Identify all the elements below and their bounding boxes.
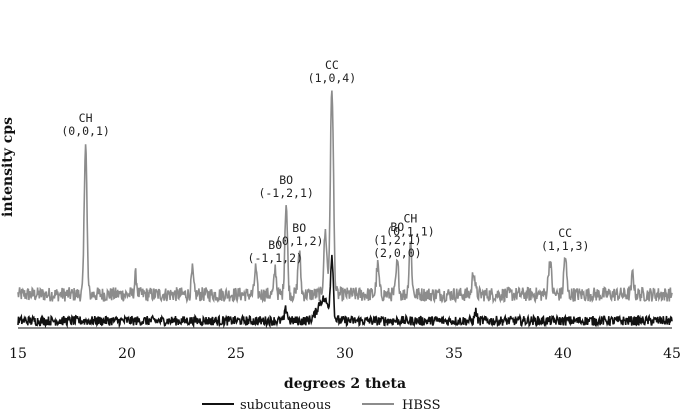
peak-label-line: (1,1,3) bbox=[541, 239, 589, 253]
peak-label-line: (1,0,4) bbox=[308, 71, 356, 85]
peak-label-line: (0,1,1) bbox=[386, 225, 434, 239]
legend: subcutaneous HBSS bbox=[202, 398, 440, 412]
peak-label-line: CH bbox=[79, 111, 93, 125]
peak-label-line: (2,0,0) bbox=[373, 246, 421, 260]
legend-label-hbss: HBSS bbox=[402, 398, 440, 412]
peak-annotation: BO(-1,1,2) bbox=[248, 238, 303, 265]
peak-annotation: CH(0,1,1) bbox=[386, 212, 434, 239]
peak-label-line: (-1,2,1) bbox=[258, 186, 313, 200]
x-tick-label: 30 bbox=[336, 346, 354, 362]
peak-annotations: CH(0,0,1)CC(1,0,4)BO(-1,2,1)BO(0,1,2)BO(… bbox=[61, 58, 589, 265]
x-tick-label: 40 bbox=[554, 346, 572, 362]
x-tick-label: 15 bbox=[9, 346, 27, 362]
peak-annotation: CC(1,1,3) bbox=[541, 226, 589, 253]
series-line-subcutaneous bbox=[17, 254, 673, 329]
peak-label-line: (0,0,1) bbox=[61, 124, 109, 138]
peak-label-line: CC bbox=[325, 58, 339, 72]
x-axis-title: degrees 2 theta bbox=[284, 376, 406, 392]
peak-label-line: BO bbox=[268, 238, 282, 252]
plot-area bbox=[17, 90, 673, 329]
peak-label-line: BO bbox=[279, 173, 293, 187]
peak-label-line: BO bbox=[390, 220, 404, 234]
y-axis-title: intensity cps bbox=[0, 117, 16, 217]
peak-annotation: CC(1,0,4) bbox=[308, 58, 356, 85]
peak-label-line: (0,1,2) bbox=[275, 234, 323, 248]
x-tick-label: 45 bbox=[663, 346, 681, 362]
x-tick-label: 25 bbox=[227, 346, 245, 362]
peak-label-line: (-1,1,2) bbox=[248, 251, 303, 265]
peak-annotation: BO(0,1,2) bbox=[275, 221, 323, 248]
x-tick-label: 20 bbox=[118, 346, 136, 362]
peak-label-line: (1,2,1) bbox=[373, 233, 421, 247]
x-tick-label: 35 bbox=[445, 346, 463, 362]
peak-label-line: BO bbox=[292, 221, 306, 235]
series-line-hbss bbox=[17, 90, 673, 305]
peak-annotation: BO(-1,2,1) bbox=[258, 173, 313, 200]
peak-label-line: CH bbox=[403, 212, 417, 226]
peak-label-line: CC bbox=[558, 226, 572, 240]
x-tick-labels: 15 20 25 30 35 40 45 bbox=[9, 346, 681, 362]
peak-annotation: CH(0,0,1) bbox=[61, 111, 109, 138]
peak-annotation: BO(1,2,1)(2,0,0) bbox=[373, 220, 421, 260]
legend-label-subcutaneous: subcutaneous bbox=[240, 398, 331, 412]
